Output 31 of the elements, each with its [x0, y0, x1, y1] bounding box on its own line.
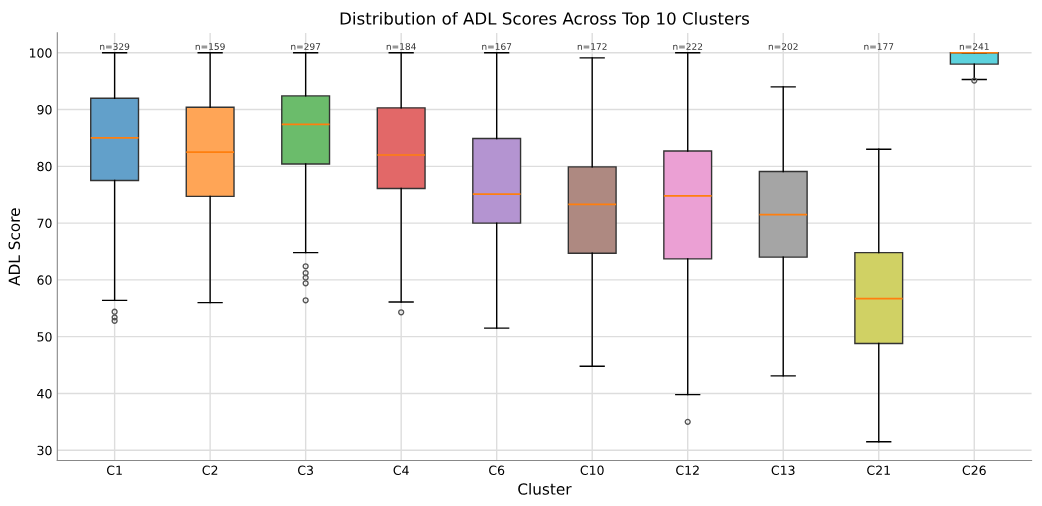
- y-tick-label: 100: [29, 48, 52, 58]
- y-axis-title: ADL Score: [8, 208, 21, 286]
- x-tick-label: C21: [867, 465, 890, 475]
- annotation: n=329: [100, 43, 130, 50]
- annotation: n=297: [291, 43, 321, 50]
- annotation: n=222: [673, 43, 703, 50]
- y-tick-label: 90: [37, 105, 52, 115]
- annotation: n=167: [482, 43, 512, 50]
- y-tick-label: 80: [37, 161, 52, 172]
- annotation: n=184: [386, 43, 416, 50]
- x-tick-label: C6: [489, 465, 505, 475]
- x-tick-label: C10: [580, 465, 604, 475]
- annotation: n=177: [864, 43, 894, 50]
- annotation: n=202: [768, 43, 798, 50]
- x-axis-title: Cluster: [518, 482, 572, 495]
- x-tick-label: C4: [393, 465, 409, 475]
- chart-title: Distribution of ADL Scores Across Top 10 Clusters: [340, 11, 750, 29]
- x-tick-label: C2: [202, 465, 218, 475]
- y-tick-label: 60: [37, 275, 52, 285]
- annotation: n=172: [577, 43, 607, 50]
- annotation: n=241: [959, 43, 989, 50]
- y-tick-label: 40: [37, 388, 52, 399]
- y-tick-label: 30: [37, 445, 52, 456]
- x-tick-label: C1: [106, 465, 122, 475]
- x-tick-label: C3: [298, 465, 313, 475]
- x-tick-label: C26: [962, 465, 986, 475]
- x-tick-label: C13: [771, 465, 795, 475]
- annotation: n=159: [195, 43, 225, 50]
- x-tick-label: C12: [676, 465, 699, 475]
- y-tick-label: 70: [37, 218, 52, 229]
- y-tick-label: 50: [37, 332, 52, 342]
